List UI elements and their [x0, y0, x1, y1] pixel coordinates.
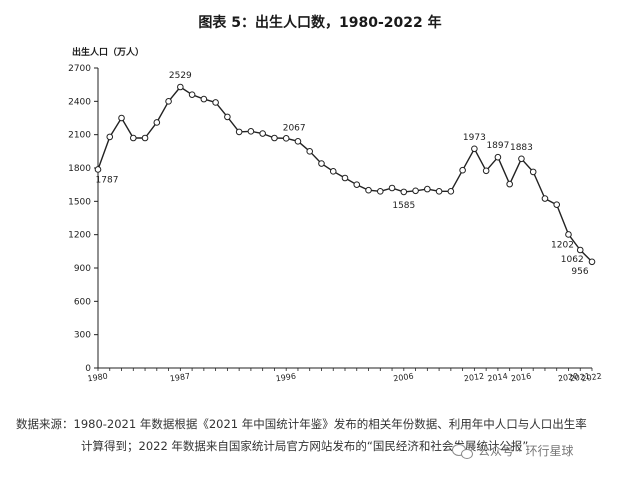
- x-tick-label: 1980: [87, 372, 108, 384]
- data-point: [106, 133, 114, 141]
- data-point: [412, 187, 419, 195]
- y-axis-label: 出生人口（万人）: [72, 48, 145, 58]
- y-tick-label: 300: [74, 331, 91, 341]
- data-label: 1883: [510, 143, 533, 153]
- wechat-icon: [452, 443, 474, 459]
- y-tick-label: 1500: [68, 197, 91, 207]
- data-label: 1062: [561, 255, 584, 265]
- source-line-1: 数据来源：1980-2021 年数据根据《2021 年中国统计年鉴》发布的相关年…: [16, 417, 587, 431]
- data-point: [459, 166, 466, 174]
- data-point: [388, 184, 396, 192]
- data-label: 2529: [169, 71, 192, 81]
- y-tick-label: 900: [74, 264, 91, 274]
- x-tick-label: 1996: [275, 372, 296, 384]
- x-tick-label: 2006: [393, 372, 414, 384]
- x-tick-label: 2020: [557, 372, 578, 384]
- data-point: [271, 134, 278, 142]
- data-point: [424, 185, 431, 193]
- data-point: [541, 195, 549, 202]
- data-point: [565, 231, 572, 238]
- data-label: 2067: [283, 123, 306, 133]
- data-point: [400, 188, 408, 196]
- x-tick-label: 2012: [463, 372, 484, 384]
- y-tick-label: 0: [85, 364, 91, 374]
- data-point: [318, 160, 325, 167]
- data-point: [177, 83, 184, 91]
- data-point: [224, 113, 231, 121]
- data-point: [282, 135, 290, 142]
- data-point: [259, 130, 266, 137]
- x-tick-label: 2016: [510, 372, 531, 384]
- data-point: [200, 95, 208, 103]
- data-point: [235, 128, 243, 136]
- x-tick-label: 1987: [169, 372, 190, 384]
- data-point: [188, 91, 196, 98]
- data-point: [376, 188, 384, 195]
- data-point: [329, 168, 337, 175]
- data-point: [94, 166, 102, 173]
- data-point: [165, 98, 172, 105]
- y-tick-label: 1200: [68, 231, 91, 241]
- y-tick-label: 2700: [68, 64, 91, 74]
- data-point: [129, 134, 137, 142]
- watermark-text: 公众号 · 环行星球: [478, 444, 574, 458]
- data-point: [353, 181, 361, 188]
- data-source-note: 数据来源：1980-2021 年数据根据《2021 年中国统计年鉴》发布的相关年…: [16, 413, 626, 457]
- data-point: [365, 186, 372, 194]
- data-point: [518, 155, 525, 163]
- watermark: 公众号 · 环行星球: [452, 442, 573, 459]
- y-tick-label: 1800: [68, 164, 91, 174]
- data-label: 1202: [551, 240, 574, 250]
- data-label: 1585: [392, 201, 415, 211]
- data-point: [494, 153, 502, 161]
- line-chart: 0 300 600 900 1200 1500 1800 2100 2400 2700 1980 19…: [68, 64, 602, 384]
- x-tick-label: 2021: [569, 372, 590, 384]
- data-point: [553, 201, 561, 208]
- data-point: [153, 119, 161, 126]
- data-point: [118, 114, 125, 122]
- x-tick-label: 2014: [487, 372, 508, 384]
- y-tick-label: 600: [74, 297, 91, 307]
- series-line: [97, 86, 593, 263]
- data-point: [294, 138, 302, 145]
- data-point: [447, 188, 455, 195]
- data-point: [471, 145, 478, 153]
- data-point: [212, 99, 219, 106]
- data-point: [588, 258, 596, 266]
- data-point: [576, 246, 584, 254]
- data-point: [341, 174, 349, 182]
- data-point: [529, 168, 537, 176]
- data-point: [306, 148, 314, 155]
- data-label: 956: [571, 267, 588, 277]
- data-point: [482, 167, 490, 175]
- x-tick-label: 2022: [581, 372, 602, 384]
- source-line-2: 计算得到；2022 年数据来自国家统计局官方网站发布的“国民经济和社会发展统计公…: [81, 439, 529, 453]
- data-point: [435, 188, 443, 195]
- data-point: [247, 128, 255, 135]
- data-label: 1787: [96, 175, 119, 185]
- data-label: 1973: [463, 133, 486, 143]
- data-point: [141, 134, 149, 142]
- data-point: [506, 180, 513, 188]
- chart-title: 图表 5：出生人口数，1980-2022 年: [198, 15, 442, 31]
- y-tick-label: 2100: [68, 131, 91, 141]
- data-label: 1897: [486, 141, 509, 151]
- y-tick-label: 2400: [68, 97, 91, 107]
